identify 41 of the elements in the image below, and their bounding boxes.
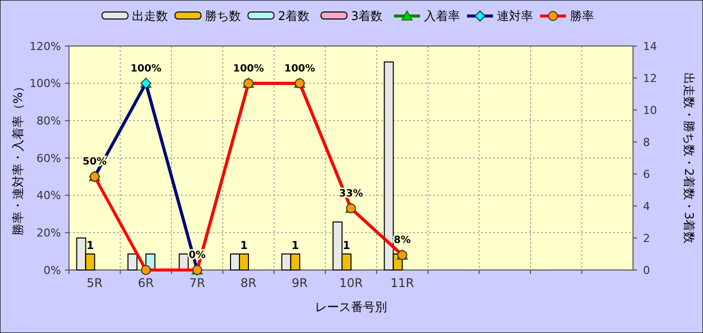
legend-label: 入着率	[424, 9, 460, 24]
y2-tick-label: 4	[643, 200, 650, 213]
y2-tick-label: 8	[643, 136, 650, 149]
y2-tick-label: 6	[643, 168, 650, 181]
data-label: 1	[240, 239, 248, 252]
y2-axis-title: 出走数・勝ち数・2着数・3着数	[682, 72, 696, 244]
y-tick-label: 60%	[36, 152, 61, 165]
y-tick-label: 120%	[30, 40, 61, 53]
y2-tick-label: 14	[643, 40, 657, 53]
y-tick-label: 100%	[30, 77, 61, 90]
x-tick-label: 9R	[292, 276, 308, 290]
y2-tick-label: 10	[643, 104, 657, 117]
x-tick-label: 8R	[240, 276, 256, 290]
y2-tick-label: 2	[643, 232, 650, 245]
data-label: 1	[86, 239, 94, 252]
data-label: 1	[342, 239, 350, 252]
data-label: 1	[291, 239, 300, 252]
y-tick-label: 20%	[36, 226, 61, 240]
data-label: 100%	[284, 63, 316, 74]
legend-label: 出走数	[132, 9, 168, 24]
legend-label: 3着数	[351, 9, 383, 24]
x-axis-title: レース番号別	[315, 300, 387, 314]
y2-tick-label: 12	[643, 72, 657, 85]
data-label: 100%	[233, 63, 264, 74]
legend-label: 2着数	[278, 9, 310, 24]
x-tick-label: 11R	[390, 276, 414, 290]
y-tick-label: 40%	[36, 189, 61, 202]
y2-tick-label: 0	[643, 264, 650, 277]
y-axis-title: 勝率・連対率・入着率（%）	[11, 80, 25, 236]
y-tick-label: 0%	[44, 264, 61, 277]
bar	[127, 254, 138, 270]
x-tick-label: 6R	[138, 276, 154, 290]
y-tick-label: 80%	[36, 114, 61, 128]
x-tick-label: 5R	[86, 276, 103, 290]
x-tick-label: 7R	[189, 276, 206, 290]
legend-label: 勝率	[570, 9, 594, 24]
legend-label: 連対率	[497, 9, 533, 24]
legend-label: 勝ち数	[205, 9, 241, 24]
x-tick-label: 10R	[339, 276, 363, 290]
data-label: 8%	[394, 235, 411, 246]
data-label: 100%	[130, 63, 162, 74]
